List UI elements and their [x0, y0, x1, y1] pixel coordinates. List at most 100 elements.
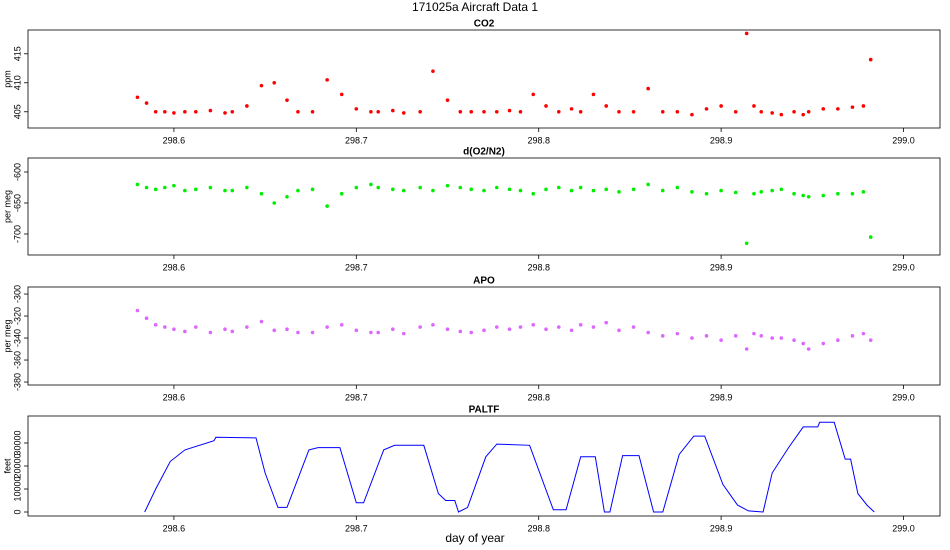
data-point	[153, 323, 158, 327]
data-point	[482, 188, 486, 193]
x-tick-label: 298.6	[163, 262, 186, 272]
data-point	[194, 187, 198, 192]
data-point	[469, 187, 474, 192]
data-point	[445, 327, 450, 332]
data-point	[821, 193, 826, 198]
data-point	[569, 188, 574, 193]
data-point	[183, 188, 187, 193]
y-axis-label: ppm	[2, 70, 12, 88]
data-point	[339, 323, 344, 327]
data-point	[759, 334, 764, 338]
data-point	[660, 109, 665, 114]
x-tick-label: 298.7	[345, 262, 368, 272]
data-point	[354, 185, 359, 190]
data-point	[208, 185, 213, 190]
data-point	[531, 323, 536, 327]
data-point	[391, 327, 395, 332]
data-point	[704, 334, 709, 338]
data-point	[369, 182, 373, 187]
data-point	[759, 109, 764, 114]
data-point	[285, 195, 289, 199]
y-tick-label: -320	[12, 307, 22, 325]
x-tick-label: 298.7	[345, 135, 368, 145]
data-point	[675, 109, 680, 114]
data-point	[325, 78, 329, 82]
data-point	[544, 187, 548, 192]
data-point	[690, 190, 694, 194]
data-point	[230, 188, 235, 193]
data-point	[591, 92, 596, 97]
plot-frame	[27, 29, 941, 129]
data-point	[544, 104, 548, 108]
data-point	[704, 107, 709, 111]
data-point	[806, 109, 811, 114]
x-tick-label: 298.7	[345, 392, 368, 402]
data-point	[801, 112, 805, 117]
data-point	[296, 109, 300, 114]
data-point	[744, 241, 749, 246]
x-tick-label: 298.8	[527, 135, 550, 145]
data-point	[458, 109, 463, 114]
data-point	[272, 80, 277, 85]
data-point	[660, 334, 665, 338]
data-point	[556, 185, 561, 190]
y-tick-label: 20000	[12, 453, 22, 478]
x-tick-label: 298.6	[163, 523, 186, 533]
data-point	[518, 109, 523, 114]
data-point	[153, 109, 158, 114]
data-point	[719, 338, 723, 343]
y-axis-label: per meg	[2, 319, 12, 352]
data-point	[325, 204, 329, 208]
data-point	[617, 190, 621, 194]
x-tick-label: 299.0	[892, 135, 915, 145]
data-point	[144, 101, 149, 105]
data-point	[744, 31, 749, 36]
data-point	[445, 183, 450, 188]
data-point	[401, 111, 406, 115]
data-point	[494, 325, 499, 329]
x-tick-label: 298.8	[527, 262, 550, 272]
data-point	[230, 109, 235, 114]
y-axis-label: per meg	[2, 190, 12, 223]
data-point	[163, 109, 167, 114]
data-point	[144, 316, 149, 321]
x-tick-label: 299.0	[892, 392, 915, 402]
x-tick-label: 298.9	[710, 262, 733, 272]
data-point	[494, 109, 499, 114]
data-point	[719, 104, 723, 108]
x-tick-label: 299.0	[892, 262, 915, 272]
data-point	[792, 109, 796, 114]
data-point	[194, 325, 198, 329]
data-point	[868, 57, 873, 62]
data-point	[172, 327, 176, 332]
data-point	[245, 185, 249, 190]
x-tick-label: 298.9	[710, 392, 733, 402]
data-point	[183, 329, 187, 334]
data-point	[836, 191, 840, 196]
data-point	[445, 98, 450, 102]
data-point	[604, 187, 609, 192]
data-point	[518, 188, 523, 193]
data-point	[223, 188, 227, 193]
data-point	[850, 334, 855, 338]
data-point	[310, 187, 315, 192]
data-point	[779, 336, 784, 340]
data-point	[482, 328, 486, 333]
data-point	[418, 325, 422, 329]
plot-frame	[27, 157, 941, 256]
x-tick-label: 298.8	[527, 523, 550, 533]
data-point	[507, 187, 512, 192]
data-point	[646, 330, 650, 335]
y-tick-label: -700	[12, 225, 22, 243]
data-point	[675, 185, 680, 190]
data-point	[507, 327, 512, 332]
data-point	[861, 331, 866, 336]
data-point	[259, 191, 264, 196]
x-axis-label: day of year	[445, 531, 504, 545]
plot-frame	[27, 415, 941, 517]
data-point	[144, 185, 149, 190]
data-point	[183, 109, 187, 114]
data-point	[631, 325, 636, 329]
data-point	[531, 92, 536, 97]
data-point	[779, 112, 784, 117]
